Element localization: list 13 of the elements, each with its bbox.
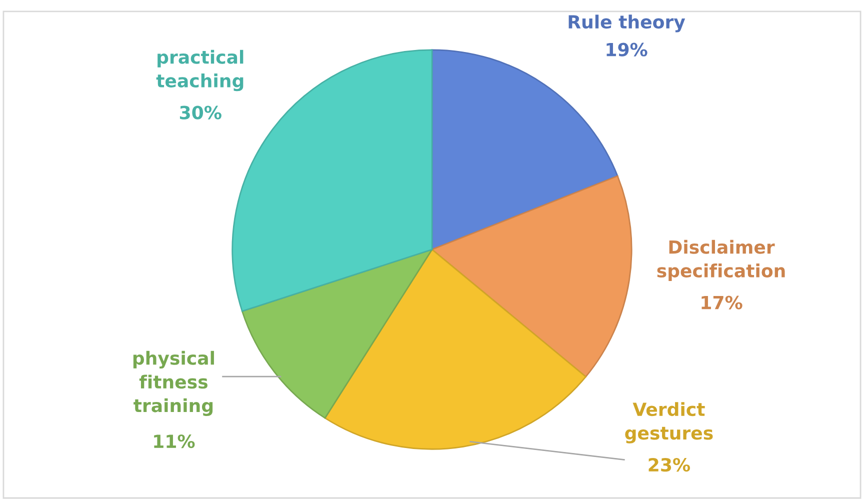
data-label: 17% xyxy=(702,296,742,310)
pie-slice xyxy=(431,175,632,378)
pie-slice xyxy=(324,248,586,450)
slice-label: Rule theory xyxy=(568,14,686,32)
data-label: 11% xyxy=(154,434,195,448)
data-label: 30% xyxy=(180,106,222,120)
slice-label: Verdict gestures xyxy=(625,402,713,444)
pie-slice xyxy=(241,248,433,419)
data-label: 19% xyxy=(606,42,648,56)
data-label: 23% xyxy=(648,458,690,472)
slice-label: physical fitness training xyxy=(133,350,214,416)
slice-label: Disclaimer specification xyxy=(657,240,785,282)
slice-label: practical teaching xyxy=(156,50,244,92)
